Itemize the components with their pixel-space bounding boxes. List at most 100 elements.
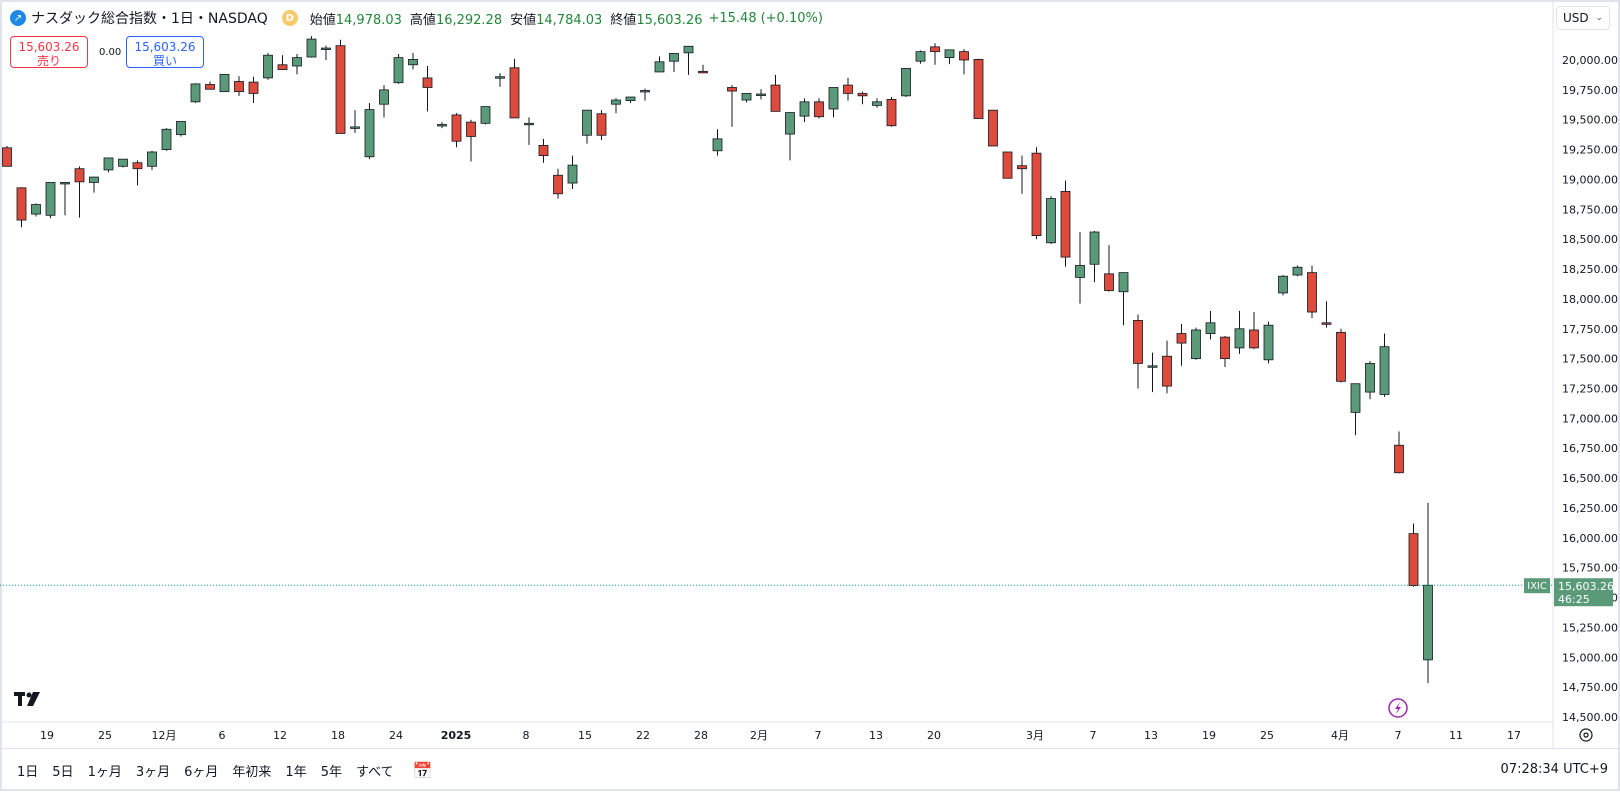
event-lightning-icon[interactable] bbox=[1388, 698, 1408, 718]
time-tick-label: 25 bbox=[98, 729, 112, 742]
clock-timezone[interactable]: 07:28:34 UTC+9 bbox=[1500, 762, 1608, 777]
candle-body bbox=[770, 84, 781, 112]
buy-price: 15,603.26 bbox=[134, 40, 196, 54]
symbol-title[interactable]: ナスダック総合指数・1日・NASDAQ bbox=[31, 11, 268, 27]
candle-body bbox=[263, 54, 273, 79]
data-delay-badge[interactable]: D bbox=[281, 10, 298, 26]
candle-body bbox=[1365, 363, 1375, 393]
candle-body bbox=[886, 99, 897, 127]
time-tick-label: 11 bbox=[1449, 729, 1463, 742]
time-tick-label: 2025 bbox=[441, 729, 472, 742]
price-tick-label: 19,500.00 bbox=[1562, 114, 1618, 127]
price-chart[interactable]: 20,000.00 19,750.00 19,500.00 19,250.00 19,0… bbox=[0, 0, 1620, 748]
time-tick-label: 13 bbox=[869, 729, 883, 742]
range-button[interactable]: 1日 bbox=[17, 765, 39, 780]
price-tick-label: 19,250.00 bbox=[1562, 144, 1618, 157]
candle-body bbox=[1350, 383, 1361, 413]
candle-body bbox=[857, 93, 868, 97]
candle-body bbox=[1278, 275, 1288, 294]
candle-body bbox=[161, 128, 172, 150]
time-tick-label: 8 bbox=[523, 729, 530, 742]
sell-button[interactable]: 15,603.26 売り bbox=[10, 36, 88, 68]
range-button[interactable]: 年初来 bbox=[232, 765, 272, 780]
candle-body bbox=[1176, 333, 1187, 344]
buy-button[interactable]: 15,603.26 買い bbox=[126, 36, 204, 68]
time-axis[interactable]: 19 25 12月 6 12 18 24 2025 8 15 22 28 2月 7 13 20 3月 7 13 19 2… bbox=[40, 729, 1521, 742]
range-button[interactable]: 1年 bbox=[285, 765, 307, 780]
price-tick-label: 18,500.00 bbox=[1562, 233, 1618, 246]
candle-body bbox=[408, 59, 418, 66]
price-tick-label: 16,250.00 bbox=[1562, 502, 1618, 515]
candle-body bbox=[727, 87, 737, 92]
candle-body bbox=[234, 81, 244, 93]
ohlc-label: 始値 bbox=[309, 12, 336, 28]
price-tick-label: 14,750.00 bbox=[1562, 681, 1618, 694]
time-tick-label: 25 bbox=[1260, 729, 1274, 742]
candle-body bbox=[756, 93, 766, 96]
candle-body bbox=[2, 147, 12, 167]
range-button[interactable]: 1ヶ月 bbox=[87, 765, 122, 780]
candle-body bbox=[814, 101, 824, 118]
candle-body bbox=[901, 67, 911, 97]
candle-body bbox=[1292, 266, 1303, 276]
time-tick-label: 24 bbox=[389, 729, 403, 742]
candle-body bbox=[1423, 584, 1433, 661]
candle-body bbox=[988, 109, 998, 147]
spread-value: 0.00 bbox=[99, 47, 122, 58]
range-button[interactable]: すべて bbox=[355, 765, 394, 780]
time-tick-label: 7 bbox=[1090, 729, 1097, 742]
range-button[interactable]: 5日 bbox=[52, 765, 74, 780]
candle-body bbox=[596, 113, 607, 136]
candle-body bbox=[640, 90, 650, 93]
candle-body bbox=[1220, 336, 1230, 360]
candle-body bbox=[1046, 198, 1056, 244]
candle-body bbox=[1379, 346, 1390, 395]
symbol-header: ↗ ナスダック総合指数・1日・NASDAQ D 始値14,978.03 高値16,… bbox=[10, 6, 823, 30]
candle-body bbox=[393, 57, 404, 84]
time-tick-label: 6 bbox=[219, 729, 226, 742]
candle-body bbox=[698, 70, 708, 74]
candle-body bbox=[1060, 190, 1071, 258]
price-tick-label: 18,750.00 bbox=[1562, 203, 1618, 216]
date-range-calendar-icon[interactable]: 📅 bbox=[412, 761, 433, 780]
candle-body bbox=[89, 176, 99, 183]
price-tick-label: 15,000.00 bbox=[1562, 651, 1618, 664]
candle-body bbox=[1133, 320, 1143, 364]
candle-body bbox=[1118, 272, 1129, 293]
candle-body bbox=[1234, 328, 1245, 349]
candle-body bbox=[466, 121, 476, 137]
tradingview-logo-icon[interactable] bbox=[14, 692, 40, 706]
candle-body bbox=[350, 126, 360, 129]
candle-body bbox=[422, 77, 433, 88]
range-button[interactable]: 3ヶ月 bbox=[135, 765, 171, 780]
candle-body bbox=[176, 121, 186, 136]
candle-body bbox=[1075, 265, 1085, 278]
time-tick-label: 17 bbox=[1507, 729, 1521, 742]
candle-body bbox=[930, 46, 940, 53]
time-tick-label: 19 bbox=[40, 729, 54, 742]
ohlc-label: 高値 bbox=[409, 12, 436, 28]
chevron-down-icon: ⌄ bbox=[1595, 13, 1603, 23]
candle-body bbox=[553, 174, 563, 195]
price-tick-label: 16,750.00 bbox=[1562, 442, 1618, 455]
candle-body bbox=[582, 109, 592, 136]
buy-label: 買い bbox=[152, 54, 177, 68]
currency-select[interactable]: USD ⌄ bbox=[1556, 6, 1610, 30]
candle-body bbox=[451, 114, 462, 142]
time-tick-label: 13 bbox=[1144, 729, 1158, 742]
candle-body bbox=[741, 93, 752, 101]
ohlc-value: 14,784.03 bbox=[536, 12, 603, 28]
time-tick-label: 15 bbox=[578, 729, 592, 742]
axis-settings-gear-icon[interactable] bbox=[1579, 728, 1593, 742]
candle-body bbox=[828, 87, 839, 110]
range-button[interactable]: 5年 bbox=[320, 765, 342, 780]
price-tick-label: 17,500.00 bbox=[1562, 353, 1618, 366]
candle-body bbox=[1205, 322, 1216, 334]
range-button[interactable]: 6ヶ月 bbox=[184, 765, 219, 780]
last-price-tag: IXIC 15,603.26 46:25 bbox=[1524, 578, 1614, 607]
ohlc-label: 安値 bbox=[510, 12, 537, 28]
price-axis[interactable]: 20,000.00 19,750.00 19,500.00 19,250.00 19,0… bbox=[1562, 54, 1618, 724]
time-tick-label: 7 bbox=[815, 729, 822, 742]
candle-body bbox=[611, 99, 621, 105]
candle-body bbox=[524, 122, 534, 126]
